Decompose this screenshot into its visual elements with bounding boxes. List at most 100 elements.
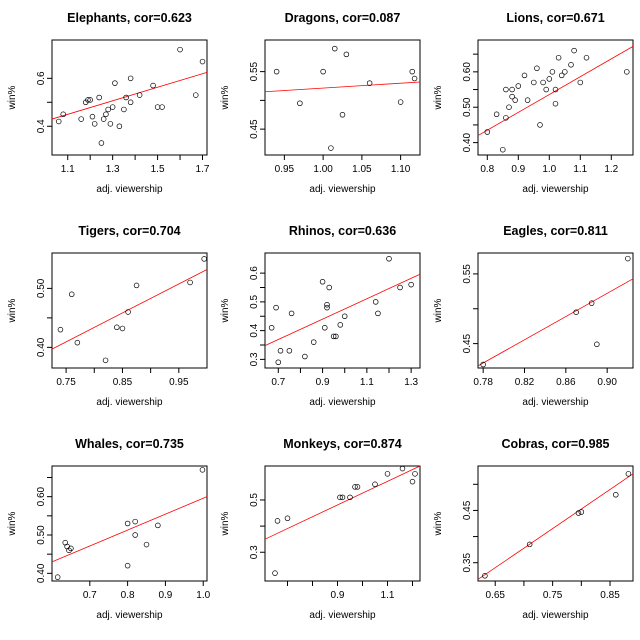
data-point (568, 62, 574, 68)
data-point (493, 111, 500, 118)
x-tick-label: 1.05 (352, 164, 372, 175)
data-point (124, 520, 131, 527)
data-point (268, 325, 275, 331)
data-point (411, 75, 418, 82)
data-point (54, 574, 61, 580)
data-point (74, 339, 81, 346)
data-point (552, 100, 559, 107)
data-point (375, 310, 381, 317)
data-point (132, 518, 138, 525)
data-point (155, 522, 161, 529)
data-point (159, 104, 165, 110)
data-point (116, 123, 123, 129)
data-point (540, 79, 546, 86)
data-point (332, 45, 338, 52)
x-tick-label: 0.78 (473, 377, 493, 388)
data-point (322, 325, 328, 331)
data-point (143, 541, 150, 548)
panel-cobras: Cobras, cor=0.985 0.65 0.75 0.85 0.35 0.45 adj… (433, 437, 634, 621)
data-point (187, 279, 193, 286)
y-tick-label: 0.50 (36, 525, 47, 545)
data-point (509, 86, 515, 93)
data-point (384, 471, 391, 477)
data-point (154, 104, 161, 110)
data-point (123, 94, 129, 101)
data-point (199, 467, 206, 473)
plot-frame (51, 39, 208, 156)
panel-monkeys: Monkeys, cor=0.874 0.9 1.1 0.3 0.5 adj. viewe… (220, 437, 421, 621)
data-point (573, 309, 579, 315)
x-tick-label: 1.3 (404, 377, 418, 388)
data-point (503, 115, 509, 121)
x-tick-label: 1.1 (573, 164, 587, 175)
data-point (571, 47, 577, 54)
data-point (127, 99, 134, 106)
data-point (337, 322, 344, 328)
data-point (337, 494, 343, 501)
data-point (96, 94, 102, 101)
x-tick-label: 0.7 (83, 590, 97, 601)
x-tick-label: 0.75 (543, 590, 563, 601)
plot-frame (264, 465, 421, 582)
y-tick-label: 0.60 (36, 486, 47, 506)
panel-whales: Whales, cor=0.735 0.7 0.8 0.9 1.0 0.40 0.50 0.6… (7, 437, 211, 621)
x-tick-label: 1.3 (106, 164, 120, 175)
data-point (320, 68, 326, 75)
data-point (562, 69, 568, 75)
data-point (613, 492, 619, 498)
data-point (87, 97, 93, 103)
data-point (193, 92, 199, 98)
regression-line (51, 269, 208, 350)
y-tick-label: 0.3 (249, 545, 260, 559)
y-tick-label: 0.50 (462, 97, 473, 117)
data-point (397, 284, 403, 291)
data-point (324, 304, 330, 311)
data-point (372, 481, 378, 488)
x-tick-label: 1.00 (313, 164, 333, 175)
data-point (275, 359, 282, 366)
y-tick-label: 0.5 (249, 294, 260, 308)
x-axis-label: adj. viewership (309, 397, 376, 408)
data-point (354, 484, 361, 490)
x-tick-label: 0.7 (271, 377, 285, 388)
x-tick-label: 1.10 (391, 164, 411, 175)
y-axis-label: win% (220, 511, 231, 536)
data-point (91, 121, 98, 127)
data-point (503, 86, 509, 93)
data-point (107, 121, 114, 127)
plot-title: Elephants, cor=0.623 (67, 11, 192, 25)
data-point (199, 58, 206, 65)
x-tick-label: 0.86 (556, 377, 576, 388)
data-point (98, 140, 105, 146)
x-tick-label: 0.75 (56, 377, 76, 388)
x-tick-label: 1.1 (381, 590, 395, 601)
data-point (506, 104, 512, 110)
regression-line (264, 81, 421, 93)
y-axis-label: win% (7, 298, 18, 323)
panel-tigers: Tigers, cor=0.704 0.75 0.85 0.95 0.40 0.50 adj… (7, 224, 208, 408)
data-point (512, 97, 518, 103)
data-point (89, 113, 96, 120)
panel-dragons: Dragons, cor=0.087 0.95 1.00 1.05 1.10 0.45 0.… (220, 11, 421, 195)
x-axis-label: adj. viewership (309, 610, 376, 621)
data-point (333, 333, 339, 340)
plot-frame (51, 465, 208, 582)
y-axis-label: win% (433, 85, 444, 110)
data-point (121, 106, 127, 113)
plot-frame (477, 465, 634, 582)
panel-elephants: Elephants, cor=0.623 1.1 1.3 1.5 1.7 0.4 0.6 ad… (7, 11, 210, 195)
y-tick-label: 0.55 (462, 264, 473, 284)
data-point (594, 341, 600, 348)
y-tick-label: 0.4 (36, 119, 47, 133)
data-point (546, 76, 553, 82)
data-point (114, 324, 120, 331)
y-tick-label: 0.3 (249, 352, 260, 366)
y-tick-label: 0.5 (249, 493, 260, 507)
plot-title: Rhinos, cor=0.636 (289, 224, 396, 238)
data-point (624, 69, 630, 75)
data-point (177, 46, 183, 53)
data-point (60, 111, 66, 118)
data-point (127, 75, 134, 82)
x-tick-label: 0.8 (480, 164, 494, 175)
y-axis-label: win% (433, 511, 444, 536)
